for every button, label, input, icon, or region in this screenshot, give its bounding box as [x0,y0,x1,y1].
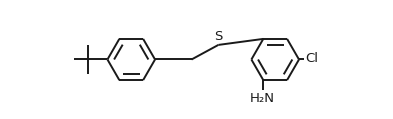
Text: H₂N: H₂N [250,92,275,105]
Text: Cl: Cl [305,52,318,65]
Text: S: S [214,30,222,43]
